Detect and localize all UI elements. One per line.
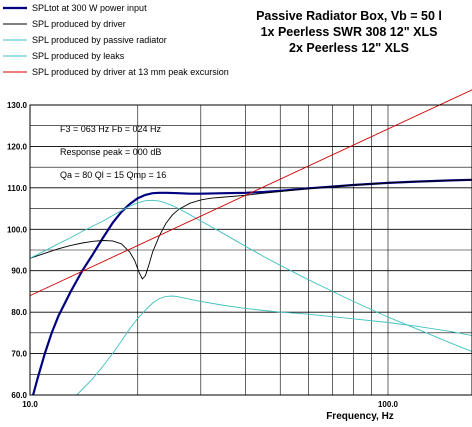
- annotation-f3-fb: F3 = 063 Hz Fb = 024 Hz: [60, 124, 162, 134]
- legend-label: SPL produced by leaks: [32, 51, 125, 61]
- annotations: F3 = 063 Hz Fb = 024 Hz Response peak = …: [60, 124, 166, 180]
- y-tick-label: 80.0: [11, 308, 27, 317]
- series-lines: [29, 89, 472, 396]
- annotation-q-values: Qa = 80 Ql = 15 Qmp = 16: [60, 170, 166, 180]
- legend-label: SPL produced by driver at 13 mm peak exc…: [32, 67, 229, 77]
- series-line-2: [29, 179, 472, 280]
- legend-label: SPLtot at 300 W power input: [32, 3, 147, 13]
- y-tick-label: 130.0: [7, 101, 28, 110]
- y-tick-label: 100.0: [7, 225, 28, 234]
- x-tick-label: 100.0: [378, 400, 399, 409]
- x-tick-labels: 10.0 100.0: [22, 400, 398, 409]
- legend-label: SPL produced by driver: [32, 19, 126, 29]
- series-line-4: [76, 295, 472, 396]
- title-line-2: 1x Peerless SWR 308 12" XLS: [261, 25, 438, 39]
- legend: SPLtot at 300 W power input SPL produced …: [3, 3, 229, 77]
- series-line-3: [29, 199, 472, 352]
- plot-frame: [29, 104, 472, 396]
- y-tick-label: 90.0: [11, 267, 27, 276]
- title-line-1: Passive Radiator Box, Vb = 50 l: [256, 9, 442, 23]
- y-tick-label: 110.0: [7, 184, 27, 193]
- x-axis-label: Frequency, Hz: [326, 411, 394, 422]
- y-tick-label: 60.0: [11, 391, 27, 400]
- annotation-response-peak: Response peak = 000 dB: [60, 147, 161, 157]
- y-tick-label: 120.0: [7, 142, 28, 151]
- series-line-5: [29, 89, 472, 297]
- y-tick-label: 70.0: [11, 350, 27, 359]
- x-tick-label: 10.0: [22, 400, 38, 409]
- title-line-3: 2x Peerless 12" XLS: [289, 41, 409, 55]
- legend-label: SPL produced by passive radiator: [32, 35, 167, 45]
- y-tick-labels: 60.0 70.0 80.0 90.0 100.0 110.0 120.0 130.0: [7, 101, 28, 400]
- chart-title: Passive Radiator Box, Vb = 50 l 1x Peerl…: [256, 9, 442, 55]
